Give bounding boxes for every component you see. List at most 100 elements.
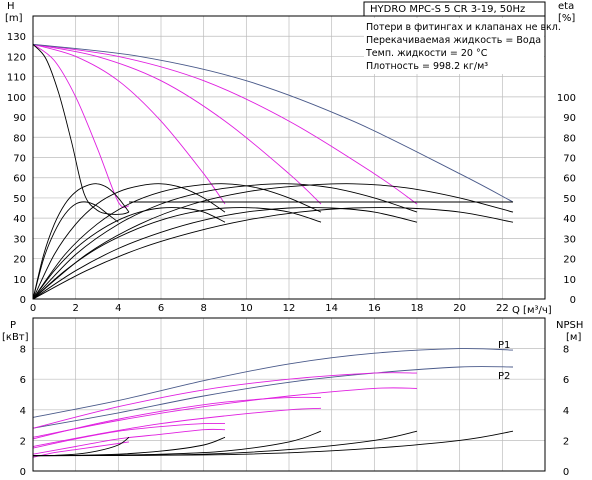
y-tick-label: 20 — [13, 255, 26, 266]
power-curve — [32, 387, 418, 438]
y2-tick-label: 2 — [563, 436, 569, 447]
y-tick-label: 90 — [13, 113, 26, 124]
power-curve — [32, 372, 418, 429]
y-tick-label: 70 — [13, 154, 26, 165]
y2-tick-label: 70 — [563, 154, 576, 165]
y2-tick-label: 0 — [563, 467, 569, 478]
y-tick-label: 110 — [7, 73, 26, 84]
power-curve — [32, 407, 322, 447]
efficiency-curve — [32, 207, 226, 300]
y2-tick-label: 0 — [570, 295, 576, 306]
head-curve — [32, 43, 130, 208]
y2-tick-label: 60 — [563, 174, 576, 185]
y2-axis-label-eta: eta — [558, 1, 574, 12]
head-curve — [32, 43, 226, 205]
x-axis-label-q: Q [м³/ч] — [512, 305, 552, 316]
y2-tick-label: 50 — [563, 194, 576, 205]
head-curve — [32, 43, 322, 205]
y-tick-label: 6 — [20, 375, 26, 386]
y-tick-label: 0 — [20, 295, 26, 306]
head-plot-frame — [32, 15, 546, 300]
y2-tick-label: 80 — [563, 133, 576, 144]
series-label-p2: P2 — [498, 371, 510, 382]
y-axis-unit-p: [кВт] — [2, 332, 29, 343]
title-box — [363, 1, 546, 17]
info-box — [364, 18, 544, 74]
y-tick-label: 4 — [20, 406, 26, 417]
x-tick-label: 10 — [240, 303, 253, 314]
y2-axis-label-npsh: NPSH — [556, 320, 583, 331]
efficiency-curve — [32, 207, 514, 300]
y2-tick-label: 20 — [563, 255, 576, 266]
y2-tick-label: 100 — [557, 93, 576, 104]
x-tick-label: 20 — [453, 303, 466, 314]
head-ticks: 0 2 4 6 8 10 12 14 16 18 20 22 0 10 20 30 40 50 60 70 80 90 10… — [7, 32, 576, 314]
y-tick-label: 40 — [13, 214, 26, 225]
power-plot-frame — [32, 317, 546, 472]
power-curve — [32, 428, 226, 455]
power-curve — [32, 348, 514, 418]
y2-tick-label: 4 — [563, 406, 569, 417]
y2-axis-unit-npsh: [м] — [566, 332, 581, 343]
y-axis-label-p: P — [10, 320, 16, 331]
x-tick-label: 0 — [30, 303, 36, 314]
y-tick-label: 0 — [20, 467, 26, 478]
info-line-density: Плотность = 998.2 кг/м³ — [366, 61, 488, 72]
x-tick-label: 16 — [368, 303, 381, 314]
y-tick-label: 8 — [20, 345, 26, 356]
power-npsh-plot: 0 2 4 6 8 0 2 4 6 8 P [кВт] NPSH [м] P1 P2 — [2, 317, 583, 478]
head-series — [32, 43, 514, 300]
y-tick-label: 50 — [13, 194, 26, 205]
y-tick-label: 30 — [13, 234, 26, 245]
y2-tick-label: 90 — [563, 113, 576, 124]
info-line-losses: Потери в фитингах и клапанах не вкл. — [366, 22, 561, 33]
y-axis-label-h: H — [7, 1, 15, 12]
npsh-curve — [32, 430, 322, 457]
y-axis-unit-h: [m] — [5, 13, 23, 24]
head-curve — [32, 43, 418, 205]
efficiency-curve — [32, 201, 119, 300]
power-ticks: 0 2 4 6 8 0 2 4 6 8 — [20, 345, 570, 478]
power-series — [32, 348, 514, 458]
y2-axis-unit-eta: [%] — [558, 13, 575, 24]
y2-tick-label: 6 — [563, 375, 569, 386]
power-curve — [32, 366, 514, 429]
y-tick-label: 100 — [7, 93, 26, 104]
efficiency-curve — [32, 183, 130, 300]
x-tick-label: 12 — [283, 303, 296, 314]
y2-tick-label: 30 — [563, 234, 576, 245]
x-tick-label: 6 — [158, 303, 164, 314]
npsh-curve — [32, 430, 514, 457]
series-label-p1: P1 — [498, 340, 510, 351]
head-curve — [32, 43, 130, 215]
x-tick-label: 8 — [200, 303, 206, 314]
x-tick-label: 22 — [496, 303, 509, 314]
y2-tick-label: 10 — [563, 275, 576, 286]
x-tick-label: 2 — [72, 303, 78, 314]
chart-title: HYDRO MPC-S 5 CR 3-19, 50Hz — [370, 4, 525, 15]
efficiency-curve — [32, 183, 514, 300]
head-efficiency-plot: 0 2 4 6 8 10 12 14 16 18 20 22 0 10 20 30 40 50 60 70 80 90 10… — [5, 1, 576, 316]
y-tick-label: 60 — [13, 174, 26, 185]
head-curve — [32, 43, 514, 203]
efficiency-curve — [32, 183, 226, 300]
efficiency-curve — [32, 207, 418, 300]
info-line-liquid: Перекачиваемая жидкость = Вода — [366, 35, 541, 46]
y2-tick-label: 8 — [563, 345, 569, 356]
y-tick-label: 120 — [7, 52, 26, 63]
info-line-temp: Темп. жидкости = 20 °C — [365, 48, 488, 59]
x-tick-label: 18 — [411, 303, 424, 314]
x-tick-label: 14 — [325, 303, 338, 314]
y-tick-label: 80 — [13, 133, 26, 144]
x-tick-label: 4 — [115, 303, 121, 314]
efficiency-curve — [32, 183, 418, 300]
efficiency-curve — [32, 207, 322, 300]
y-tick-label: 130 — [7, 32, 26, 43]
power-curve — [32, 396, 322, 440]
y2-tick-label: 40 — [563, 214, 576, 225]
y-tick-label: 10 — [13, 275, 26, 286]
efficiency-curve — [32, 183, 322, 300]
power-curve — [32, 422, 226, 449]
power-curve — [32, 441, 130, 458]
